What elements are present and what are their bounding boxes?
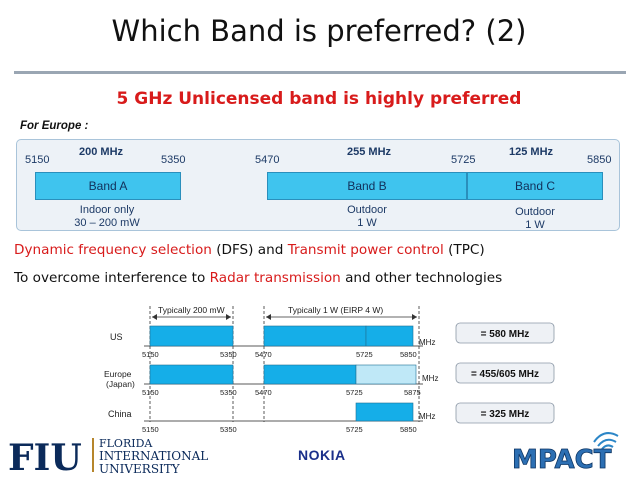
interference-prefix: To overcome interference to bbox=[14, 270, 210, 286]
dfs-term: Dynamic frequency selection bbox=[14, 242, 212, 258]
typical-bracket-high: Typically 1 W (EIRP 4 W) bbox=[263, 305, 420, 422]
fiu-line3: UNIVERSITY bbox=[99, 462, 181, 476]
tick-label: 5725 bbox=[346, 388, 363, 397]
freq-label: 5470 bbox=[255, 154, 280, 166]
region-row-europe: Europe (Japan) MHz 5150 5350 5470 5725 5… bbox=[104, 362, 555, 397]
nokia-logo: NOKIA bbox=[298, 447, 346, 463]
band-segment bbox=[149, 364, 234, 385]
mhz-unit: MHz bbox=[419, 338, 435, 347]
mpact-logo: MPACT bbox=[512, 432, 619, 475]
fiu-line2: INTERNATIONAL bbox=[99, 449, 208, 463]
band-segment bbox=[263, 364, 357, 385]
region-row-china: China MHz 5150 5350 5725 5850 = 325 MHz bbox=[108, 402, 555, 434]
total-box-europe bbox=[455, 362, 555, 384]
band-a-use: Indoor only bbox=[79, 204, 135, 216]
interference-suffix: and other technologies bbox=[340, 270, 503, 286]
tick-label: 5470 bbox=[255, 350, 272, 359]
fiu-mark: FIU bbox=[8, 437, 82, 476]
band-c-note: Outdoor 1 W bbox=[485, 206, 585, 232]
radar-term: Radar transmission bbox=[209, 270, 341, 286]
total-china: = 325 MHz bbox=[481, 409, 530, 420]
band-segment bbox=[365, 325, 414, 347]
band-a-box: Band A bbox=[35, 172, 181, 200]
tick-label: 5150 bbox=[142, 388, 159, 397]
wave-icon bbox=[601, 444, 614, 450]
tick-label: 5725 bbox=[346, 425, 363, 434]
dfs-abbr: (DFS) and bbox=[211, 242, 288, 258]
fiu-line1: FLORIDA bbox=[99, 437, 153, 450]
region-name-japan: (Japan) bbox=[106, 379, 135, 389]
tick-label: 5850 bbox=[400, 425, 417, 434]
fiu-logo: FIU FLORIDA INTERNATIONAL UNIVERSITY bbox=[8, 437, 208, 476]
slide-subtitle: 5 GHz Unlicensed band is highly preferre… bbox=[116, 89, 522, 109]
region-name-europe: Europe bbox=[104, 369, 132, 379]
region-row-us: US MHz 5150 5350 5470 5725 5850 = 580 MH… bbox=[110, 322, 555, 359]
tick-label: 5850 bbox=[400, 350, 417, 359]
band-segment-optional bbox=[355, 364, 417, 385]
freq-label: 5350 bbox=[161, 154, 186, 166]
band-width-label: 200 MHz bbox=[79, 146, 124, 158]
mhz-unit: MHz bbox=[419, 412, 435, 421]
fiu-divider bbox=[92, 438, 94, 472]
europe-label: For Europe : bbox=[20, 120, 89, 132]
slide-title: Which Band is preferred? (2) bbox=[111, 14, 527, 48]
band-c-power: 1 W bbox=[525, 219, 545, 231]
band-a-note: Indoor only 30 – 200 mW bbox=[57, 204, 157, 230]
title-divider bbox=[14, 71, 626, 74]
region-name-china: China bbox=[108, 409, 132, 419]
band-width-label: 255 MHz bbox=[347, 146, 392, 158]
region-band-chart: Typically 200 mW Typically 1 W (EIRP 4 W… bbox=[104, 305, 555, 434]
band-b-use: Outdoor bbox=[347, 204, 387, 216]
tick-label: 5350 bbox=[220, 350, 237, 359]
tick-label: 5875 bbox=[404, 388, 421, 397]
tick-label: 5350 bbox=[220, 388, 237, 397]
total-us: = 580 MHz bbox=[481, 329, 530, 340]
band-c-box: Band C bbox=[467, 172, 603, 200]
total-box-us bbox=[455, 322, 555, 344]
typical-low-label: Typically 200 mW bbox=[158, 305, 225, 315]
tpc-abbr: (TPC) bbox=[443, 242, 485, 258]
freq-label: 5150 bbox=[25, 154, 50, 166]
tpc-term: Transmit power control bbox=[287, 242, 444, 258]
dfs-tpc-line: Dynamic frequency selection (DFS) and Tr… bbox=[14, 242, 485, 258]
band-segment bbox=[355, 402, 414, 422]
band-b-power: 1 W bbox=[357, 217, 377, 229]
total-box-china bbox=[455, 402, 555, 424]
europe-band-panel: 5150 5350 5470 5725 5850 200 MHz 255 MHz… bbox=[16, 139, 620, 231]
band-b-box: Band B bbox=[267, 172, 467, 200]
band-width-label: 125 MHz bbox=[509, 146, 554, 158]
total-europe: = 455/605 MHz bbox=[471, 369, 539, 380]
tick-label: 5725 bbox=[356, 350, 373, 359]
wave-icon bbox=[597, 438, 617, 447]
freq-label: 5850 bbox=[587, 154, 612, 166]
typical-high-label: Typically 1 W (EIRP 4 W) bbox=[288, 305, 383, 315]
mpact-text: MPACT bbox=[512, 445, 612, 475]
freq-label: 5725 bbox=[451, 154, 476, 166]
band-segment bbox=[149, 325, 234, 347]
typical-bracket-low: Typically 200 mW bbox=[149, 305, 234, 422]
tick-label: 5470 bbox=[255, 388, 272, 397]
interference-line: To overcome interference to Radar transm… bbox=[14, 270, 502, 286]
band-c-use: Outdoor bbox=[515, 206, 555, 218]
tick-label: 5350 bbox=[220, 425, 237, 434]
band-segment bbox=[263, 325, 367, 347]
mhz-unit: MHz bbox=[422, 374, 438, 383]
region-name-us: US bbox=[110, 332, 123, 342]
band-a-power: 30 – 200 mW bbox=[74, 217, 140, 229]
tick-label: 5150 bbox=[142, 350, 159, 359]
band-b-note: Outdoor 1 W bbox=[317, 204, 417, 230]
wave-icon bbox=[593, 432, 619, 443]
tick-label: 5150 bbox=[142, 425, 159, 434]
